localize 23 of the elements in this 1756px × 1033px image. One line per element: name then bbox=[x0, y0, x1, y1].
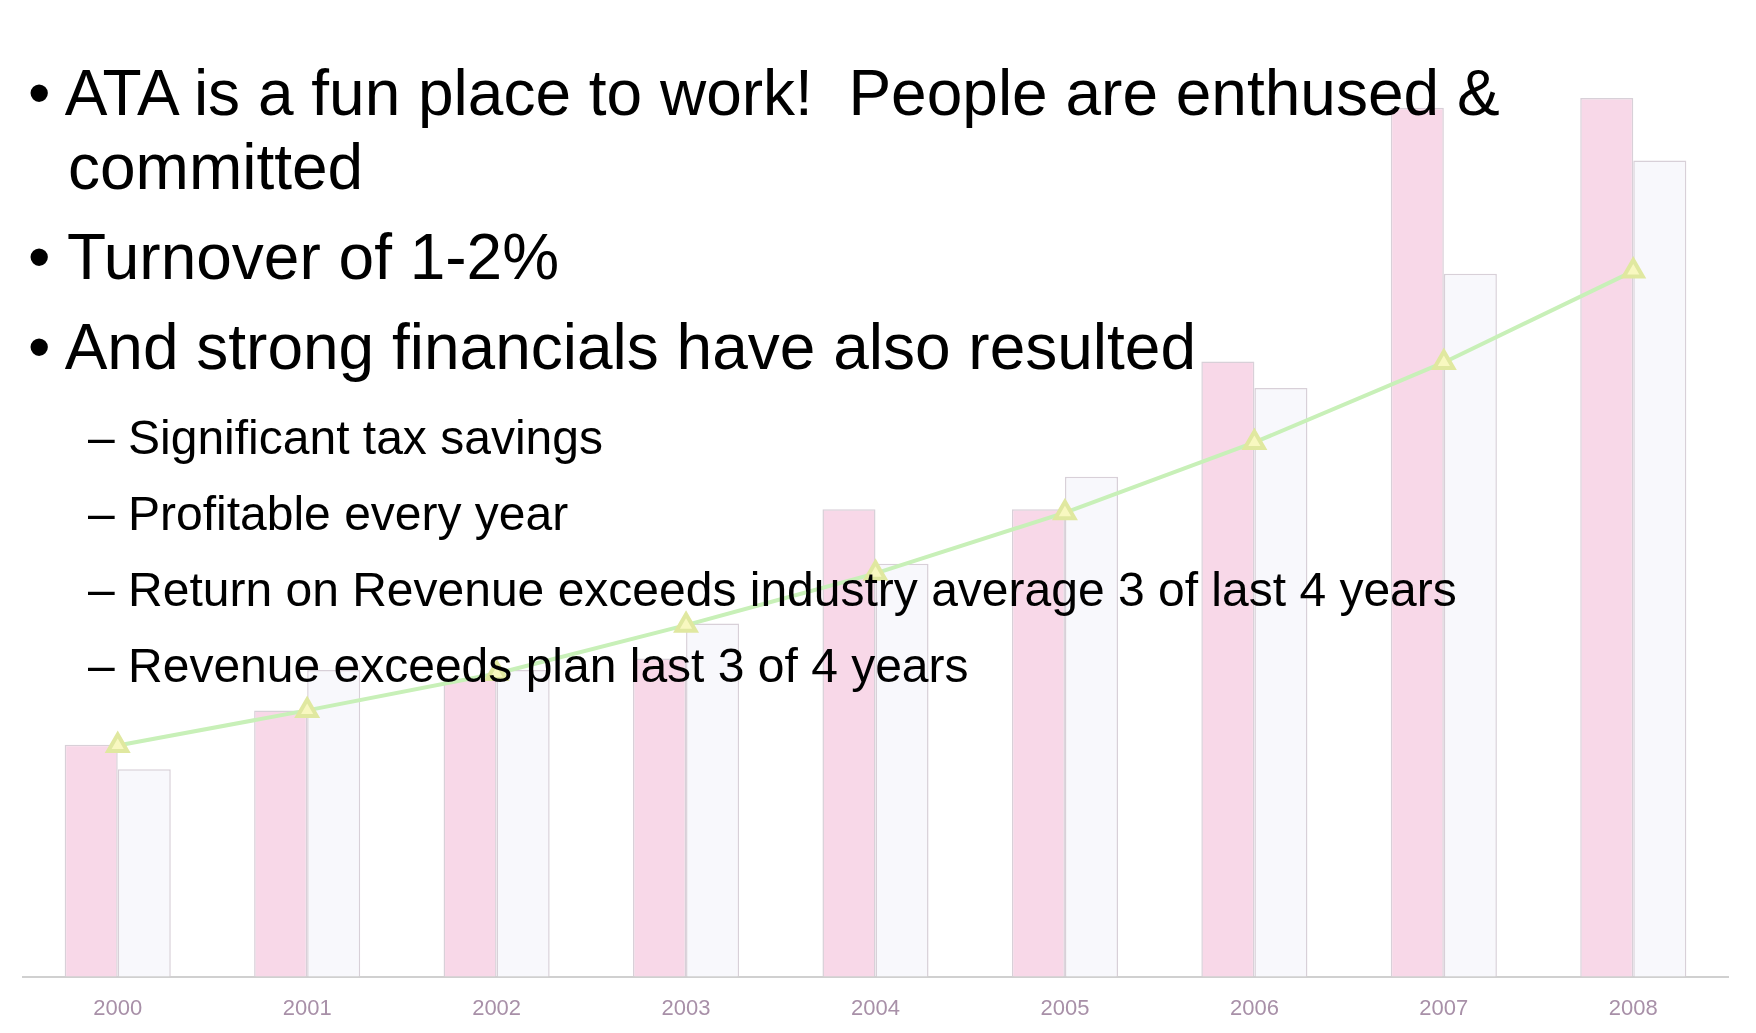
x-tick-label: 2001 bbox=[282, 994, 332, 1020]
annotation: • ATA is a fun place to work! People are enthused & committed bbox=[27, 56, 1501, 204]
point bbox=[1242, 429, 1266, 450]
point bbox=[1053, 499, 1077, 521]
annotation: – Return on Revenue exceeds industry average 3 of last 4 years bbox=[87, 562, 1458, 618]
point bbox=[1621, 258, 1645, 279]
x-tick-label: 2006 bbox=[1229, 994, 1279, 1020]
x-tick-label: 2005 bbox=[1040, 994, 1090, 1020]
point bbox=[105, 730, 131, 754]
x-tick-label: 2003 bbox=[661, 994, 711, 1020]
point bbox=[674, 612, 698, 633]
annotation: – Significant tax savings bbox=[87, 410, 604, 466]
annotation: • And strong financials have also resulted bbox=[27, 310, 1197, 384]
point bbox=[1432, 349, 1456, 370]
annotation: – Revenue exceeds plan last 3 of 4 years bbox=[87, 638, 970, 694]
x-tick-label: 2000 bbox=[93, 994, 143, 1020]
point bbox=[295, 697, 319, 718]
x-tick-label: 2002 bbox=[472, 994, 522, 1020]
x-tick-label: 2008 bbox=[1608, 994, 1658, 1020]
annotation: • Turnover of 1-2% bbox=[27, 220, 561, 294]
annotation: – Profitable every year bbox=[87, 486, 570, 542]
x-tick-label: 2004 bbox=[851, 994, 900, 1020]
x-tick-label: 2007 bbox=[1419, 994, 1469, 1020]
